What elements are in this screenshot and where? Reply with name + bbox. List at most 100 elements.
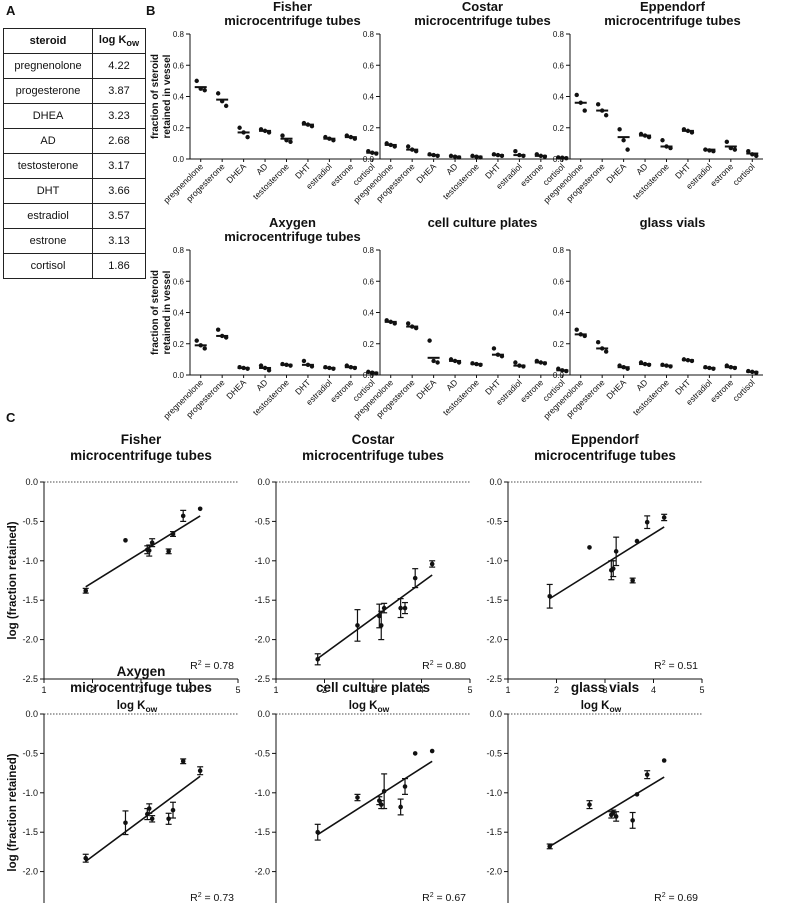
c-data-point (402, 784, 408, 789)
table-header-row: steroid log Kow (3, 28, 146, 54)
b-data-point (491, 346, 497, 351)
b-data-point (198, 343, 203, 348)
table-row: estradiol 3.57 (3, 203, 146, 229)
b-y-tick-label: 0.6 (363, 277, 375, 286)
b-x-tick-label: DHEA (604, 161, 628, 185)
steroid-cell: testosterone (3, 153, 93, 179)
c-y-axis-label: log (fraction retained) (7, 753, 19, 871)
b-data-point (660, 138, 665, 143)
b-y-tick-label: 0.6 (553, 277, 565, 286)
b-data-point (499, 153, 505, 159)
b-data-point (711, 366, 716, 371)
b-data-point (478, 155, 483, 160)
b-y-tick-label: 0.4 (553, 93, 565, 102)
c-y-tick-label: -0.5 (22, 516, 38, 526)
b-x-tick-label: cortisol (731, 161, 757, 187)
header-logkow-sub: ow (126, 38, 140, 49)
c-x-axis-label: log Kow (117, 700, 158, 714)
c-data-point (661, 758, 667, 763)
b-data-point (288, 139, 293, 145)
b-data-point (574, 327, 579, 332)
b-data-point (470, 361, 475, 366)
b-data-point (513, 360, 518, 365)
b-data-point (617, 363, 622, 368)
c-y-tick-label: -1.0 (254, 556, 270, 566)
c-r2-sup: 2 (430, 892, 434, 899)
b-data-point (452, 154, 458, 159)
c-x-axis-label-sub: ow (609, 704, 621, 714)
b-y-tick-label: 0.6 (363, 61, 375, 70)
c-data-point (644, 772, 650, 777)
b-data-point (603, 113, 609, 118)
c-y-tick-label: -2.0 (22, 867, 38, 877)
b-x-tick-label: DHEA (414, 161, 438, 185)
c-data-point (377, 613, 382, 619)
c-fit-line (85, 515, 201, 588)
logkow-cell: 1.86 (92, 253, 146, 279)
b-data-point (668, 364, 673, 369)
b-data-point (348, 364, 354, 370)
b-x-tick-label: estrone (328, 377, 355, 404)
b-data-point (202, 346, 207, 351)
c-y-tick-label: -2.5 (254, 674, 270, 684)
c-x-axis-label: log Kow (349, 700, 390, 714)
b-data-point (703, 147, 708, 152)
b-data-point (241, 130, 246, 135)
b-y-tick-label: 0.8 (173, 246, 185, 255)
b-data-point (625, 147, 630, 152)
b-data-point (599, 346, 605, 351)
c-subplot-title: microcentrifuge tubes (70, 680, 212, 695)
b-data-point (405, 144, 411, 149)
b-y-tick-label: 0.4 (173, 93, 185, 102)
b-data-point (724, 363, 730, 368)
b-data-point (689, 130, 695, 135)
b-x-tick-label: cortisol (731, 377, 757, 403)
c-y-tick-label: -0.5 (486, 748, 502, 758)
b-data-point (703, 364, 708, 370)
c-subplot-title: microcentrifuge tubes (302, 448, 444, 463)
b-y-tick-label: 0.2 (553, 340, 565, 349)
c-data-point (170, 807, 176, 813)
b-data-point (538, 153, 544, 159)
b-data-point (595, 339, 601, 345)
c-x-tick-label: 2 (554, 685, 559, 695)
c-data-point (429, 748, 435, 754)
b-x-tick-label: AD (634, 161, 649, 176)
b-data-point (495, 352, 501, 357)
b-data-point (664, 363, 669, 368)
c-r2-value: = 0.80 (434, 660, 467, 672)
c-data-point (587, 802, 592, 807)
c-data-point (378, 623, 384, 628)
b-subplot-title: Costar (462, 0, 503, 14)
b-data-point (542, 361, 548, 366)
c-x-tick-label: 1 (41, 685, 46, 695)
c-r2-label: R2 = 0.69 (654, 892, 698, 903)
b-x-tick-label: AD (444, 161, 459, 176)
b-y-tick-label: 0.4 (553, 309, 565, 318)
b-data-point (621, 138, 626, 143)
b-data-point (560, 155, 565, 160)
b-data-point (392, 321, 397, 326)
b-data-point (728, 364, 734, 370)
b-y-axis-label: fraction of steroid (150, 54, 161, 139)
c-y-tick-label: -1.0 (254, 788, 270, 798)
b-data-point (513, 148, 518, 154)
b-subplot-title: Eppendorf (640, 0, 706, 14)
b-y-tick-label: 0.0 (363, 371, 375, 380)
c-data-point (166, 549, 171, 554)
steroid-cell: AD (3, 128, 93, 154)
b-data-point (309, 364, 315, 369)
b-data-point (754, 153, 759, 159)
c-r2-label: R2 = 0.51 (654, 660, 698, 672)
c-y-tick-label: -2.0 (486, 867, 502, 877)
b-data-point (499, 354, 505, 359)
c-data-point (149, 816, 155, 822)
b-y-tick-label: 0.0 (553, 371, 565, 380)
c-data-point (180, 758, 186, 764)
c-y-tick-label: -2.0 (486, 635, 502, 645)
b-x-tick-label: DHEA (224, 161, 248, 185)
b-data-point (556, 155, 561, 160)
header-steroid: steroid (3, 28, 93, 54)
c-data-point (145, 811, 150, 817)
